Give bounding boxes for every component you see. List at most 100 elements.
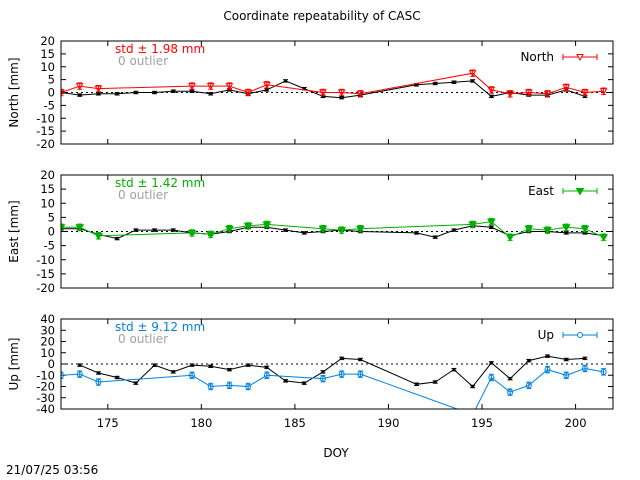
up-point bbox=[525, 382, 532, 389]
y-tick-label: 20 bbox=[40, 34, 55, 48]
daily-point bbox=[115, 236, 119, 241]
y-tick-label: -20 bbox=[36, 380, 55, 394]
east-point bbox=[61, 224, 66, 232]
daily-point bbox=[452, 80, 456, 84]
up-series-line bbox=[61, 367, 604, 409]
y-tick-label: -10 bbox=[36, 253, 55, 267]
y-tick-label: -10 bbox=[36, 111, 55, 125]
daily-point bbox=[265, 88, 269, 92]
up-point bbox=[507, 389, 514, 396]
y-tick-label: -30 bbox=[36, 391, 55, 405]
x-tick-label: 190 bbox=[377, 416, 399, 430]
outlier-label: 0 outlier bbox=[118, 188, 168, 202]
daily-point bbox=[302, 381, 306, 385]
daily-point bbox=[190, 363, 194, 367]
north-point bbox=[319, 89, 327, 97]
x-tick-label: 195 bbox=[471, 416, 493, 430]
daily-point bbox=[227, 368, 232, 372]
east-point bbox=[243, 222, 253, 231]
daily-point bbox=[452, 228, 456, 232]
y-tick-label: -5 bbox=[44, 239, 55, 253]
chart-title: Coordinate repeatability of CASC bbox=[223, 9, 420, 23]
daily-point bbox=[78, 93, 82, 97]
daily-point bbox=[171, 228, 175, 232]
east-point bbox=[505, 234, 515, 242]
y-tick-label: 10 bbox=[40, 60, 55, 74]
east-series-line bbox=[61, 221, 604, 238]
daily-point bbox=[321, 370, 325, 374]
plot-area bbox=[61, 354, 607, 409]
daily-point bbox=[452, 368, 456, 372]
daily-point bbox=[115, 375, 119, 380]
daily-point bbox=[134, 381, 138, 385]
timestamp: 21/07/25 03:56 bbox=[6, 463, 98, 477]
daily-point bbox=[489, 94, 493, 98]
daily-point bbox=[152, 363, 157, 367]
up-point bbox=[319, 375, 326, 382]
outlier-label: 0 outlier bbox=[118, 54, 168, 68]
daily-point bbox=[489, 225, 493, 229]
plot-area bbox=[61, 69, 608, 100]
east-point bbox=[487, 218, 496, 227]
north-point bbox=[524, 89, 533, 97]
y-axis-label: East [mm] bbox=[7, 200, 21, 262]
up-point bbox=[245, 383, 252, 390]
legend-label: Up bbox=[538, 328, 554, 342]
up-point bbox=[263, 372, 270, 379]
east-point bbox=[206, 231, 216, 239]
daily-point bbox=[471, 384, 475, 389]
daily-point bbox=[96, 371, 101, 375]
daily-point bbox=[527, 359, 531, 363]
north-point bbox=[75, 83, 84, 91]
daily-point bbox=[246, 363, 250, 367]
legend-label: East bbox=[528, 184, 554, 198]
up-point bbox=[600, 368, 607, 375]
std-label: std ± 1.98 mm bbox=[115, 42, 205, 56]
east-point bbox=[599, 234, 609, 242]
east-point bbox=[187, 229, 197, 238]
legend-marker bbox=[575, 188, 585, 196]
north-point bbox=[599, 88, 608, 96]
daily-point bbox=[283, 228, 288, 232]
daily-point bbox=[134, 228, 138, 232]
north-point bbox=[581, 89, 589, 97]
daily-point bbox=[302, 231, 306, 235]
y-axis-label: Up [mm] bbox=[7, 338, 21, 391]
up-point bbox=[488, 374, 495, 381]
y-tick-label: 15 bbox=[40, 182, 55, 196]
north-point bbox=[262, 81, 271, 89]
y-tick-label: -15 bbox=[36, 124, 55, 138]
up-point bbox=[61, 372, 64, 379]
y-tick-label: -20 bbox=[36, 137, 55, 151]
daily-point bbox=[414, 382, 419, 386]
y-tick-label: 20 bbox=[40, 168, 55, 182]
north-point bbox=[487, 86, 496, 94]
daily-point bbox=[340, 356, 344, 360]
north-point bbox=[468, 70, 477, 78]
daily-point bbox=[433, 81, 437, 86]
daily-point bbox=[190, 89, 194, 93]
daily-point bbox=[134, 90, 138, 95]
up-point bbox=[226, 382, 233, 389]
east-point bbox=[580, 225, 590, 234]
daily-point bbox=[152, 90, 157, 95]
y-tick-label: 0 bbox=[48, 86, 55, 100]
east-point bbox=[468, 221, 478, 229]
north-point bbox=[206, 83, 215, 91]
daily-point bbox=[115, 92, 119, 96]
x-tick-label: 175 bbox=[97, 416, 119, 430]
north-point bbox=[94, 85, 103, 93]
daily-point bbox=[283, 79, 288, 83]
east-point bbox=[337, 227, 347, 235]
daily-point bbox=[96, 92, 101, 96]
x-axis-label: DOY bbox=[323, 446, 349, 460]
north-series-line bbox=[61, 72, 604, 95]
up-point bbox=[357, 371, 364, 378]
daily-point bbox=[433, 380, 437, 384]
daily-point bbox=[358, 357, 362, 362]
east-point bbox=[262, 221, 272, 229]
daily-point bbox=[564, 357, 568, 362]
